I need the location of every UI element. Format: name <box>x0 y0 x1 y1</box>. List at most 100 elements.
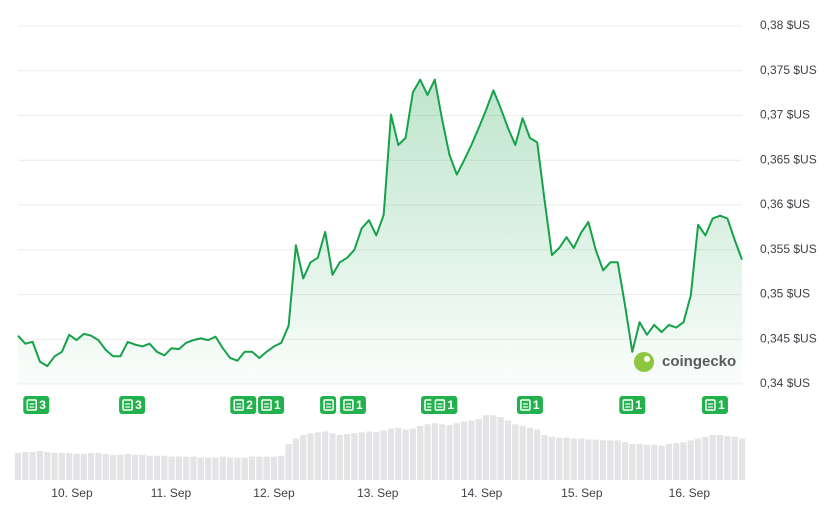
badge-count: 1 <box>356 398 363 412</box>
y-tick-label: 0,375 $US <box>760 63 817 77</box>
volume-bar <box>263 456 270 480</box>
volume-bar <box>680 442 687 480</box>
volume-bar <box>373 432 380 480</box>
badge-count: 3 <box>135 398 142 412</box>
volume-bar <box>665 444 672 480</box>
x-tick-label: 12. Sep <box>253 486 295 500</box>
volume-bar <box>241 457 248 480</box>
volume-bar <box>80 453 87 480</box>
volume-bar <box>695 438 702 480</box>
volume-bar <box>307 433 314 480</box>
watermark-text: coingecko <box>662 353 736 370</box>
volume-bar <box>541 435 548 480</box>
volume-bar <box>731 436 738 480</box>
volume-bar <box>343 434 351 480</box>
y-tick-label: 0,38 $US <box>760 18 810 32</box>
volume-bar <box>22 452 29 480</box>
y-tick-label: 0,36 $US <box>760 197 810 211</box>
volume-bar <box>226 457 234 480</box>
volume-bar <box>556 437 563 480</box>
volume-bar <box>475 418 482 480</box>
badge-icon <box>233 399 244 411</box>
volume-bar <box>161 455 168 480</box>
volume-bar <box>453 423 460 480</box>
badge-icon <box>261 399 272 411</box>
news-badge[interactable]: 3 <box>23 396 50 414</box>
volume-bar <box>570 438 577 480</box>
volume-bar <box>585 439 592 480</box>
volume-bar <box>431 423 438 480</box>
news-badge[interactable]: 1 <box>258 396 285 414</box>
volume-bar <box>548 436 555 480</box>
badge-icon <box>323 399 334 411</box>
volume-bar <box>446 425 453 480</box>
volume-bar <box>44 452 51 480</box>
volume-bar <box>607 440 614 480</box>
badge-icon <box>434 399 446 411</box>
news-badge[interactable]: 2 <box>230 396 257 414</box>
volume-bar <box>512 424 519 480</box>
volume-bar <box>687 440 694 480</box>
news-badge[interactable]: 1 <box>431 396 458 414</box>
volume-bar <box>358 432 365 480</box>
volume-bar <box>234 457 241 480</box>
volume-bar <box>66 453 73 480</box>
volume-bar <box>643 444 651 480</box>
volume-bar <box>365 431 373 480</box>
y-tick-label: 0,355 $US <box>760 242 817 256</box>
badge-count: 1 <box>718 398 725 412</box>
news-badge[interactable] <box>320 396 337 414</box>
volume-bar <box>592 439 599 480</box>
volume-bar <box>439 424 446 480</box>
watermark-logo <box>634 352 654 372</box>
volume-bar <box>73 453 80 480</box>
news-badge[interactable]: 1 <box>619 396 646 414</box>
volume-bar <box>292 438 300 480</box>
volume-bar <box>256 456 263 480</box>
volume-bar <box>197 457 204 480</box>
volume-bar <box>395 427 402 480</box>
badge-count: 1 <box>635 398 642 412</box>
x-tick-label: 11. Sep <box>151 486 192 500</box>
volume-bar <box>629 444 636 480</box>
volume-bar <box>424 424 431 480</box>
volume-bar <box>248 456 256 480</box>
volume-bar <box>380 430 387 480</box>
volume-bar <box>109 454 117 480</box>
volume-bar <box>497 417 504 480</box>
badge-icon <box>520 399 531 411</box>
volume-bar <box>651 444 658 480</box>
volume-bar <box>153 455 161 480</box>
x-tick-label: 10. Sep <box>51 486 93 500</box>
volume-bar <box>490 415 497 480</box>
volume-bar <box>58 453 65 480</box>
y-tick-label: 0,365 $US <box>760 152 817 166</box>
volume-bar <box>402 429 409 480</box>
watermark-eye <box>644 356 650 362</box>
volume-bar <box>519 426 526 480</box>
volume-bar <box>329 433 336 480</box>
badge-count: 3 <box>39 398 46 412</box>
volume-bar <box>88 453 95 480</box>
news-badge[interactable]: 1 <box>516 396 543 414</box>
volume-bar <box>51 453 58 480</box>
volume-bar <box>724 435 731 480</box>
volume-bar <box>599 440 607 480</box>
y-tick-label: 0,37 $US <box>760 108 810 122</box>
badge-icon <box>622 399 634 411</box>
volume-bar <box>270 456 278 480</box>
volume-bar <box>658 445 665 480</box>
volume-bar <box>460 421 468 480</box>
volume-bar <box>336 435 343 480</box>
volume-bar <box>168 456 175 480</box>
news-badge[interactable]: 1 <box>701 396 728 414</box>
news-badge[interactable]: 3 <box>119 396 146 414</box>
volume-bar <box>175 456 183 480</box>
badge-count: 1 <box>447 398 454 412</box>
badge-count: 1 <box>533 398 540 412</box>
news-badge[interactable]: 1 <box>339 396 366 414</box>
price-area <box>18 79 742 384</box>
volume-bar <box>387 428 395 480</box>
volume-bar <box>131 454 139 480</box>
volume-bar <box>29 452 36 480</box>
